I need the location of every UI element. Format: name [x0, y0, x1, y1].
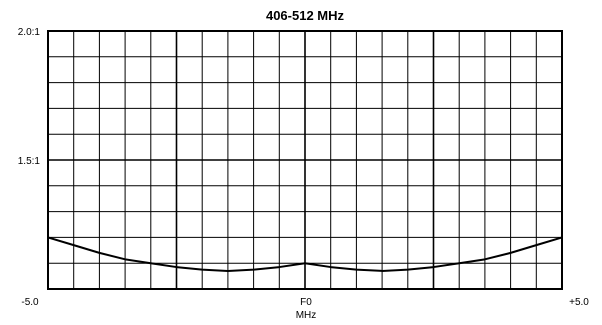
x-tick-label-min: -5.0: [21, 297, 39, 308]
y-tick-label-1-5: 1.5:1: [18, 156, 41, 167]
x-axis-label: MHz: [296, 310, 317, 321]
chart-series: [47, 236, 563, 272]
x-tick-label-center: F0: [300, 297, 312, 308]
series-line-0: [47, 236, 563, 272]
chart-grid: [47, 30, 563, 290]
x-tick-label-max: +5.0: [569, 297, 589, 308]
y-tick-label-2-0: 2.0:1: [18, 27, 41, 38]
chart-title: 406-512 MHz: [266, 8, 345, 23]
